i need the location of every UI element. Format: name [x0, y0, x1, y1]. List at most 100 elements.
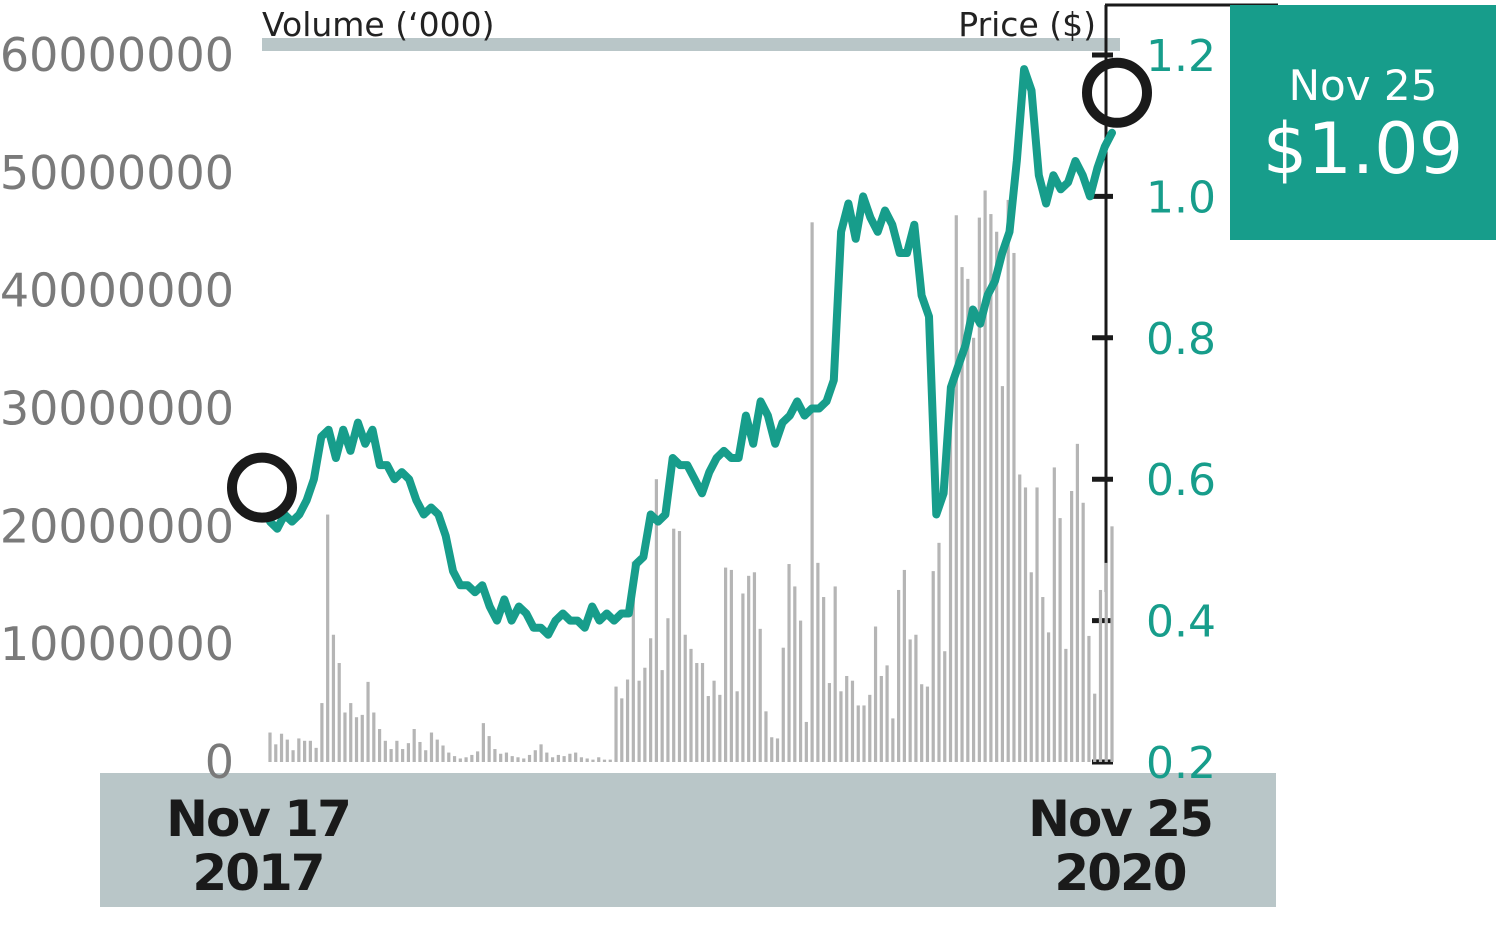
- volume-bar: [885, 665, 889, 762]
- volume-bar: [1075, 443, 1079, 762]
- volume-bar: [441, 745, 445, 762]
- volume-bar: [724, 567, 728, 762]
- volume-bar: [752, 572, 757, 762]
- volume-bar: [1041, 597, 1045, 762]
- volume-bar: [810, 222, 814, 762]
- volume-bar: [1052, 467, 1056, 762]
- volume-bar: [274, 744, 278, 762]
- volume-bar: [822, 597, 826, 762]
- volume-bar: [891, 718, 895, 762]
- volume-bar: [862, 705, 866, 762]
- volume-bar: [343, 712, 347, 762]
- volume-bar: [856, 705, 860, 762]
- callout-box: [1230, 5, 1496, 240]
- volume-bar: [845, 675, 849, 762]
- volume-bar: [804, 721, 808, 762]
- volume-bar: [522, 758, 526, 762]
- volume-bar: [758, 628, 762, 762]
- volume-bar: [435, 739, 439, 762]
- volume-bar: [481, 723, 485, 762]
- volume-bar: [879, 675, 883, 762]
- volume-bar: [602, 759, 607, 762]
- volume-bar: [487, 736, 491, 762]
- volume-bar: [943, 651, 947, 762]
- volume-bar: [1018, 474, 1022, 762]
- volume-bars: [268, 190, 1114, 763]
- volume-bar: [303, 740, 307, 762]
- volume-bar: [868, 694, 872, 762]
- end-year-label: 2020: [1054, 844, 1185, 902]
- volume-bar: [412, 729, 416, 762]
- volume-bar: [597, 757, 601, 762]
- volume-bar: [960, 267, 964, 762]
- volume-bar: [666, 618, 670, 762]
- volume-bar: [741, 593, 745, 762]
- volume-bar: [1035, 487, 1039, 762]
- volume-bar: [510, 756, 514, 762]
- volume-tick-label: 10000000: [0, 617, 234, 671]
- volume-bar: [268, 732, 272, 762]
- volume-bar: [706, 696, 710, 762]
- volume-bar: [1000, 386, 1005, 762]
- volume-bar: [533, 750, 537, 762]
- volume-bar: [781, 647, 785, 762]
- price-axis-header: Price ($): [958, 5, 1096, 44]
- volume-bar: [614, 686, 618, 762]
- volume-bar: [401, 749, 405, 762]
- volume-bar: [308, 740, 312, 762]
- volume-bar: [1012, 252, 1016, 762]
- volume-bar: [331, 634, 336, 762]
- volume-bar: [989, 214, 993, 762]
- start-year-label: 2017: [192, 844, 323, 902]
- volume-bar: [354, 717, 359, 762]
- price-tick-label: 0.6: [1146, 455, 1216, 506]
- price-tick-label: 1.0: [1146, 172, 1216, 223]
- price-line: [266, 65, 1116, 639]
- volume-bar: [816, 562, 820, 762]
- volume-bar: [1087, 635, 1091, 762]
- volume-bar: [995, 231, 999, 762]
- volume-bar: [850, 680, 855, 762]
- volume-axis: 0 10000000 20000000 30000000 40000000 5000000…: [0, 28, 234, 789]
- volume-bar: [499, 753, 503, 762]
- volume-bar: [395, 740, 399, 762]
- volume-bar: [718, 694, 722, 762]
- volume-bar: [660, 670, 664, 762]
- volume-bar: [827, 683, 832, 762]
- header-band: [262, 38, 1120, 51]
- volume-bar: [787, 564, 791, 762]
- volume-bar: [695, 663, 699, 762]
- start-date-label: Nov 17: [166, 790, 350, 848]
- price-tick-label: 0.2: [1146, 738, 1216, 789]
- volume-bar: [406, 743, 411, 762]
- volume-bar: [793, 586, 797, 762]
- volume-bar: [1058, 518, 1062, 762]
- volume-bar: [476, 751, 480, 762]
- volume-bar: [550, 757, 555, 762]
- volume-bar: [556, 754, 560, 762]
- volume-bar: [1098, 589, 1103, 762]
- volume-bar: [735, 691, 739, 762]
- volume-bar: [700, 663, 705, 762]
- volume-bar: [320, 703, 324, 762]
- volume-bar: [314, 747, 318, 762]
- volume-bar: [971, 337, 976, 762]
- volume-bar: [1006, 199, 1010, 762]
- volume-tick-label: 50000000: [0, 146, 234, 200]
- volume-bar: [833, 586, 837, 762]
- volume-bar: [574, 752, 578, 762]
- volume-bar: [770, 737, 774, 762]
- volume-bar: [366, 681, 370, 762]
- volume-bar: [920, 684, 924, 762]
- volume-bar: [291, 750, 295, 762]
- volume-axis-header: Volume (‘000): [262, 5, 494, 44]
- volume-bar: [527, 754, 532, 762]
- volume-bar: [689, 648, 693, 762]
- volume-bar: [620, 698, 624, 762]
- volume-bar: [1046, 632, 1051, 762]
- volume-bar: [1023, 487, 1028, 762]
- volume-bar: [279, 733, 284, 762]
- volume-bar: [585, 758, 589, 762]
- volume-bar: [516, 757, 520, 762]
